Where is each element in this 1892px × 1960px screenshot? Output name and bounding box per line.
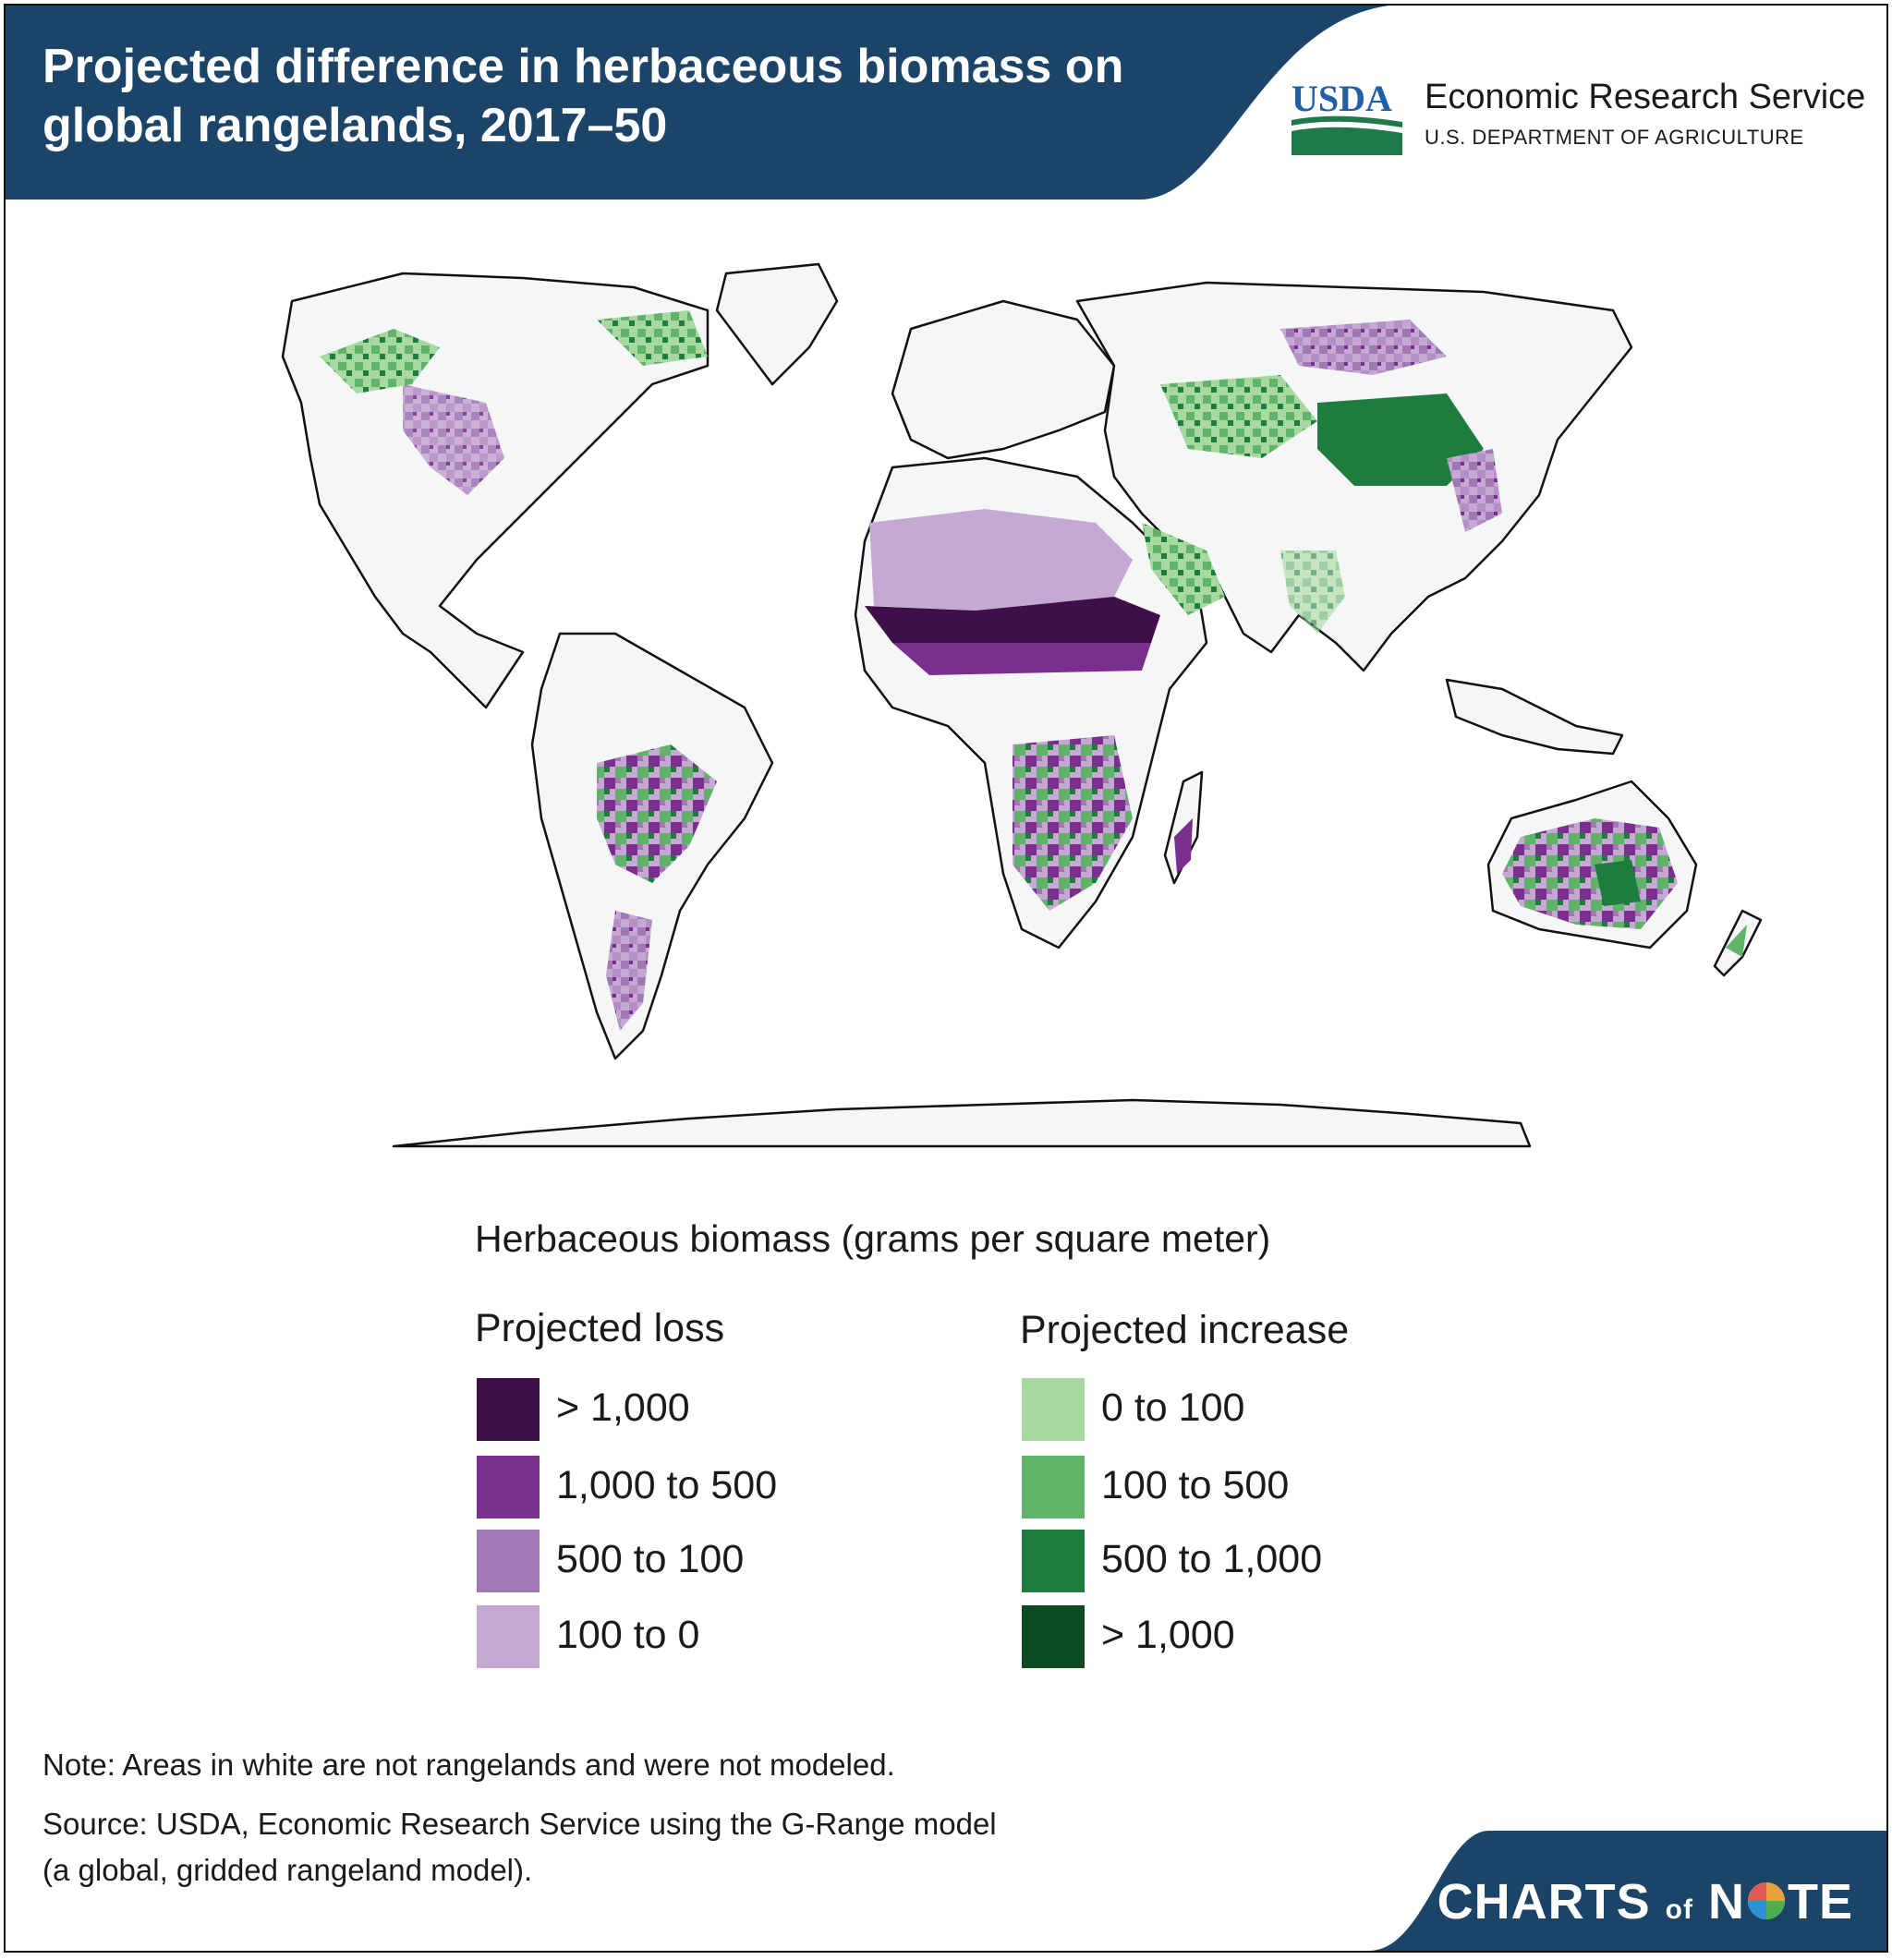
indonesia-land (1445, 678, 1624, 756)
department-name: U.S. DEPARTMENT OF AGRICULTURE (1425, 126, 1804, 149)
header-band (6, 6, 1389, 200)
legend-item-loss-100-0: 100 to 0 (475, 1603, 937, 1670)
note-text: Note: Areas in white are not rangelands … (42, 1748, 895, 1782)
world-map (281, 262, 1763, 1148)
legend-label: 1,000 to 500 (556, 1463, 778, 1507)
legend-label: 100 to 0 (556, 1613, 700, 1657)
legend-item-loss-500-100: 500 to 100 (475, 1528, 937, 1594)
legend-loss-title: Projected loss (475, 1306, 725, 1350)
brand-te: TE (1787, 1874, 1853, 1930)
rangeland-shading (320, 310, 1747, 1031)
legend-label: 0 to 100 (1101, 1385, 1245, 1430)
usda-logo: USDA (1292, 78, 1402, 155)
brand-of: of (1665, 1894, 1693, 1925)
footer-band (1369, 1831, 1886, 1951)
legend-item-gain-100-500: 100 to 500 (1020, 1454, 1482, 1520)
legend-item-gain-gt-1000: > 1,000 (1020, 1603, 1482, 1670)
legend-swatch (1020, 1603, 1086, 1670)
legend-swatch (1020, 1454, 1086, 1520)
chart-page: Projected difference in herbaceous bioma… (4, 4, 1888, 1953)
legend-swatch (1020, 1528, 1086, 1594)
source-text-continued: (a global, gridded rangeland model). (42, 1853, 533, 1887)
legend-increase-title: Projected increase (1020, 1308, 1350, 1352)
greenland-land (715, 262, 839, 386)
europe-land (891, 299, 1116, 460)
pie-icon (1747, 1882, 1785, 1919)
source-text: Source: USDA, Economic Research Service … (42, 1807, 997, 1841)
legend-title: Herbaceous biomass (grams per square met… (475, 1217, 1271, 1260)
legend-item-loss-gt-1000: > 1,000 (475, 1376, 937, 1443)
chart-title: Projected difference in herbaceous bioma… (42, 40, 1124, 152)
legend-swatch (475, 1376, 541, 1443)
charts-of-note-logo: CHARTS of N TE (1437, 1873, 1853, 1930)
brand-charts: CHARTS (1437, 1874, 1651, 1930)
legend-item-gain-0-100: 0 to 100 (1020, 1376, 1482, 1443)
agency-name: Economic Research Service (1425, 78, 1866, 116)
brand-n: N (1707, 1874, 1745, 1930)
legend-label: 500 to 100 (556, 1537, 745, 1581)
legend-swatch (1020, 1376, 1086, 1443)
legend-swatch (475, 1454, 541, 1520)
antarctica-land (392, 1098, 1532, 1148)
legend-item-gain-500-1000: 500 to 1,000 (1020, 1528, 1482, 1594)
legend-label: 500 to 1,000 (1101, 1537, 1323, 1581)
usda-logo-text: USDA (1292, 78, 1392, 119)
legend-label: > 1,000 (1101, 1613, 1235, 1657)
legend-swatch (475, 1603, 541, 1670)
legend-swatch (475, 1528, 541, 1594)
legend-label: > 1,000 (556, 1385, 690, 1430)
legend-item-loss-1000-500: 1,000 to 500 (475, 1454, 937, 1520)
landmasses (281, 262, 1763, 1148)
legend-label: 100 to 500 (1101, 1463, 1290, 1507)
